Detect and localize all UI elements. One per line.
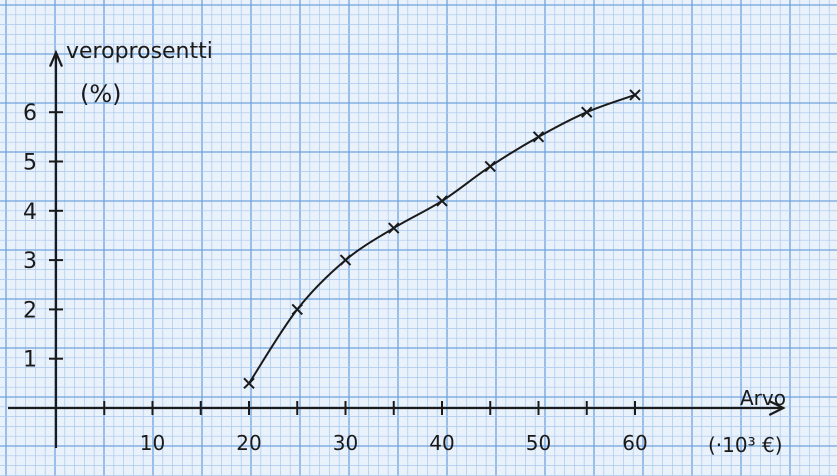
x-tick-label: 20: [236, 431, 261, 455]
data-point-marker: [291, 303, 303, 316]
y-tick-label: 6: [23, 101, 37, 126]
y-axis-label: veroprosentti: [66, 39, 213, 64]
data-point-marker: [436, 195, 448, 207]
data-point-marker: [629, 89, 641, 101]
y-axis-arrow: [48, 49, 64, 67]
y-tick-label: 5: [23, 151, 37, 176]
x-axis-label: Arvo: [740, 386, 786, 410]
y-tick-label: 3: [23, 249, 37, 274]
x-tick-label: 40: [429, 431, 454, 455]
data-point-marker: [484, 160, 496, 173]
x-tick-label: 60: [622, 431, 647, 455]
x-ticks: 10 20 30 40 50 60: [103, 401, 648, 455]
data-point-marker: [532, 131, 545, 143]
data-point-marker: [243, 377, 255, 390]
y-ticks: 1 2 3 4 5 6: [23, 101, 63, 373]
y-tick-label: 1: [23, 348, 37, 373]
y-tick-label: 4: [23, 200, 37, 225]
x-tick-label: 30: [333, 431, 358, 455]
x-tick-label: 10: [140, 431, 165, 455]
data-point-marker: [339, 254, 352, 266]
axes: [8, 49, 786, 448]
data-point-marker: [581, 106, 593, 118]
x-axis-unit: (·10³ €): [708, 433, 783, 457]
x-axis-arrow: [768, 400, 786, 416]
data-point-marker: [388, 222, 400, 234]
y-tick-label: 2: [23, 298, 37, 323]
series-layer: [243, 89, 641, 390]
x-tick-label: 50: [526, 431, 551, 455]
y-axis-unit: (%): [80, 80, 122, 108]
